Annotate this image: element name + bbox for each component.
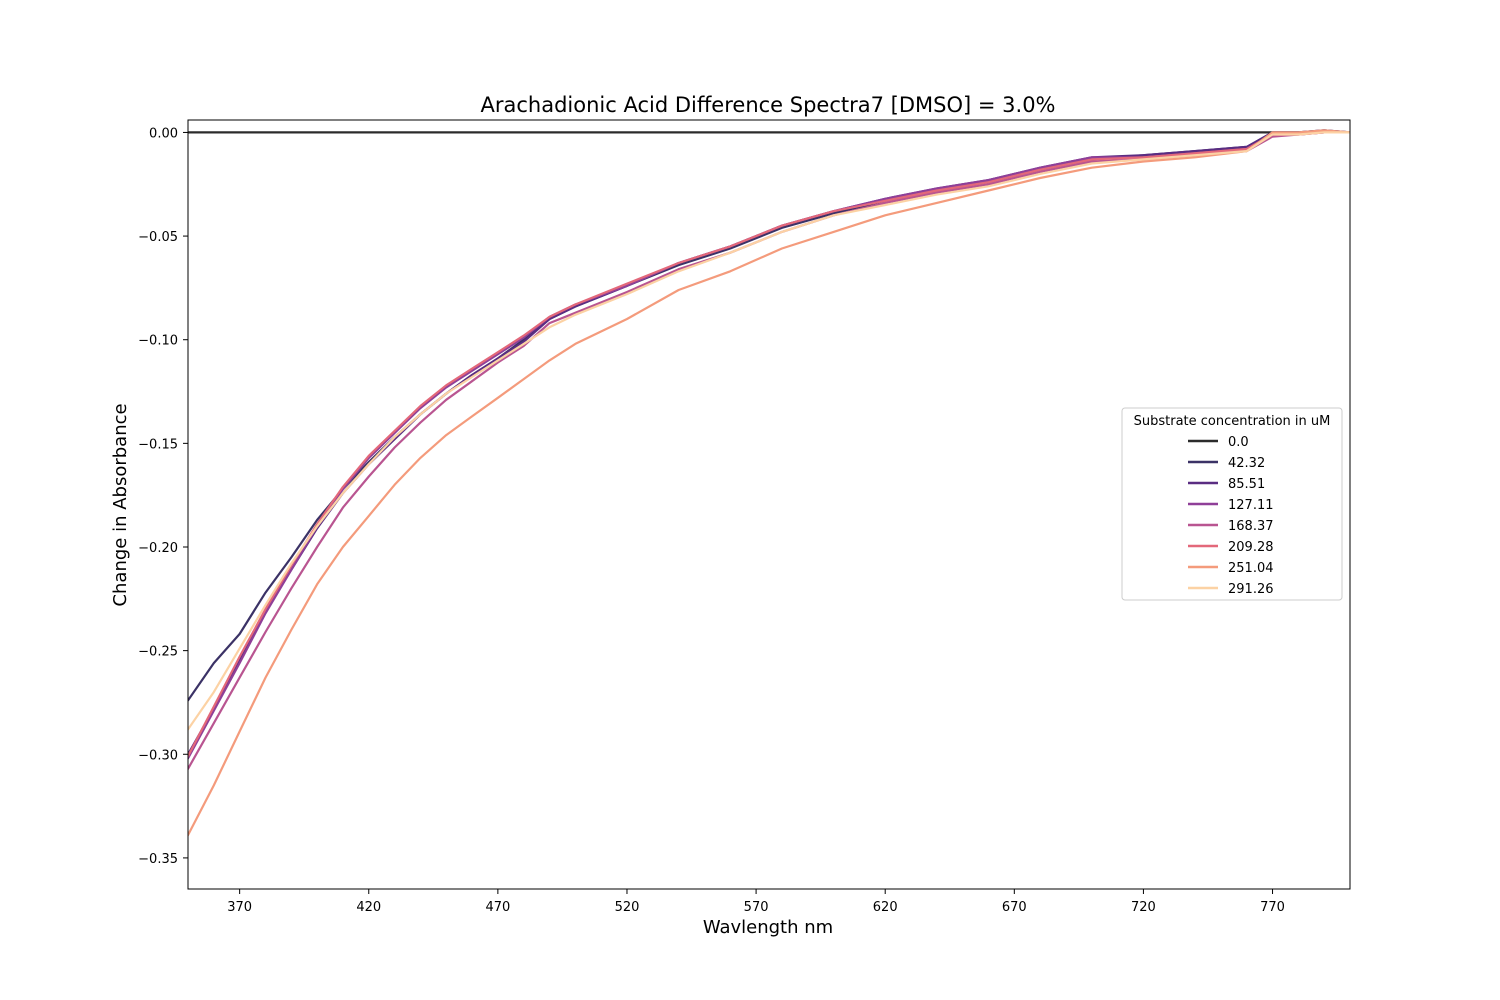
plot-frame [187,119,1351,890]
legend-entry-label: 251.04 [1228,561,1274,576]
y-tick-label: 0.00 [149,126,178,141]
y-tick-label: −0.35 [138,852,178,867]
legend-entry-label: 291.26 [1228,582,1274,597]
chart-title: Arachadionic Acid Difference Spectra7 [D… [480,93,1055,117]
x-tick-label: 420 [356,900,381,915]
x-axis-label: Wavlength nm [703,917,833,938]
x-axis: 370 420 470 520 570 620 670 720 770 [227,889,1285,915]
x-tick-label: 370 [227,900,252,915]
legend-entry-label: 127.11 [1228,498,1274,513]
series-line-6 [188,129,1350,837]
legend-entry-label: 209.28 [1228,540,1274,555]
y-tick-label: −0.30 [138,748,178,763]
legend: Substrate concentration in uM 0.0 42.32 85… [1121,407,1343,601]
series-line-5 [188,131,1350,758]
x-tick-label: 670 [1002,900,1027,915]
x-tick-label: 470 [485,900,510,915]
legend-entry-label: 85.51 [1228,477,1265,492]
y-tick-label: −0.15 [138,437,178,452]
x-tick-label: 520 [615,900,640,915]
x-tick-label: 770 [1260,900,1285,915]
y-tick-label: −0.20 [138,541,178,556]
legend-frame [1121,407,1343,601]
x-tick-label: 720 [1131,900,1156,915]
x-tick-label: 620 [873,900,898,915]
legend-entry-label: 0.0 [1228,435,1249,450]
x-tick-label: 570 [744,900,769,915]
y-tick-label: −0.10 [138,334,178,349]
y-axis: 0.00 −0.05 −0.10 −0.15 −0.20 −0.25 −0.30 −0.35 [138,126,188,867]
y-tick-label: −0.05 [138,230,178,245]
y-tick-label: −0.25 [138,645,178,660]
legend-entry-label: 168.37 [1228,519,1274,534]
y-axis-label: Change in Absorbance [110,403,131,606]
legend-title: Substrate concentration in uM [1134,414,1331,429]
legend-entry-label: 42.32 [1228,456,1265,471]
plot-area [187,119,1351,890]
series-line-7 [188,131,1350,731]
